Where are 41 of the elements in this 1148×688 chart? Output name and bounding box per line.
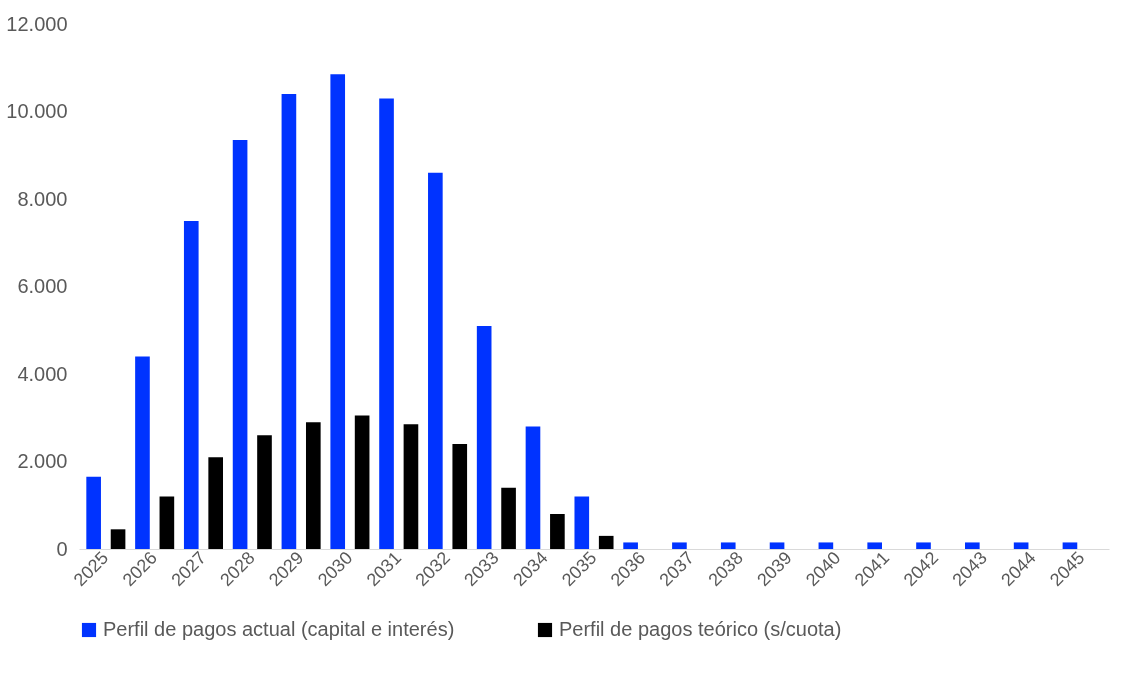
bar	[257, 435, 272, 549]
legend-label: Perfil de pagos teórico (s/cuota)	[559, 618, 842, 640]
bar	[1013, 542, 1029, 549]
y-tick-label: 12.000	[6, 12, 68, 35]
bar	[476, 325, 492, 549]
bar	[232, 139, 248, 549]
bar	[403, 424, 419, 549]
bar	[818, 542, 834, 549]
bar	[379, 98, 394, 549]
bar	[208, 457, 223, 549]
bar	[354, 415, 370, 549]
bar	[305, 422, 321, 549]
bar	[428, 172, 443, 549]
legend-label: Perfil de pagos actual (capital e interés)	[103, 618, 455, 640]
bar	[501, 487, 516, 549]
bar	[672, 542, 687, 549]
bar	[452, 444, 468, 549]
bar	[86, 476, 101, 549]
bar	[159, 496, 175, 549]
bar	[965, 542, 980, 549]
y-tick-label: 6.000	[17, 275, 68, 297]
y-tick-label: 8.000	[17, 187, 68, 210]
y-tick-label: 4.000	[17, 362, 68, 385]
bar	[330, 74, 346, 549]
bar	[183, 220, 199, 549]
bar	[574, 496, 590, 549]
bar	[598, 535, 614, 549]
bar	[623, 542, 638, 549]
y-tick-label: 0	[56, 537, 68, 560]
bar	[550, 514, 565, 549]
bar	[525, 426, 541, 549]
bar	[720, 542, 736, 549]
y-tick-label: 10.000	[6, 100, 68, 122]
bar	[1062, 542, 1078, 549]
bar	[281, 94, 297, 549]
bar	[769, 542, 785, 549]
y-tick-label: 2.000	[17, 450, 68, 472]
bar	[135, 356, 150, 549]
bar	[110, 529, 126, 549]
bar	[867, 542, 883, 549]
bar	[916, 542, 931, 549]
